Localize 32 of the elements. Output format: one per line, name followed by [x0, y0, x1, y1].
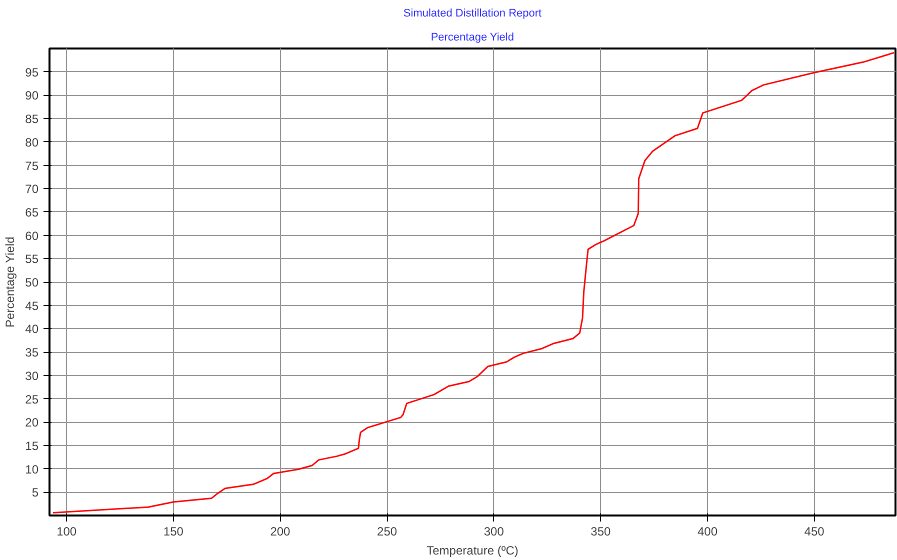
y-tick-label: 65 — [25, 205, 39, 220]
x-tick-label: 300 — [484, 524, 504, 538]
x-tick-label: 200 — [270, 524, 291, 538]
y-tick-label: 60 — [25, 228, 39, 243]
y-tick-label: 75 — [25, 158, 39, 173]
y-tick-label: 70 — [25, 182, 39, 196]
y-tick-label: 35 — [25, 346, 39, 360]
y-tick-label: 80 — [25, 135, 39, 150]
y-tick-label: 25 — [25, 392, 39, 406]
y-tick-label: 20 — [25, 416, 39, 430]
x-tick-label: 350 — [590, 524, 612, 538]
y-tick-label: 85 — [25, 112, 39, 126]
y-tick-label: 55 — [25, 252, 39, 266]
y-tick-label: 45 — [25, 298, 39, 313]
y-axis-title: Percentage Yield — [3, 236, 18, 328]
x-tick-label: 250 — [377, 524, 398, 538]
chart-subtitle: Percentage Yield — [430, 32, 514, 44]
x-tick-label: 450 — [804, 524, 825, 538]
y-tick-label: 40 — [25, 322, 39, 336]
x-tick-label: 100 — [56, 524, 77, 538]
x-tick-label: 150 — [163, 524, 184, 538]
y-tick-label: 95 — [25, 65, 39, 80]
line-series — [52, 52, 895, 514]
y-tick-label: 50 — [25, 276, 39, 290]
y-tick-label: 30 — [25, 368, 39, 383]
chart-title: Simulated Distillation Report — [403, 8, 542, 20]
x-axis-title: Temperature (ºC) — [426, 544, 518, 558]
y-tick-label: 5 — [32, 486, 39, 500]
y-tick-label: 15 — [25, 438, 39, 453]
y-tick-label: 90 — [25, 88, 39, 103]
y-tick-label: 10 — [25, 462, 39, 476]
x-tick-label: 400 — [697, 524, 718, 538]
